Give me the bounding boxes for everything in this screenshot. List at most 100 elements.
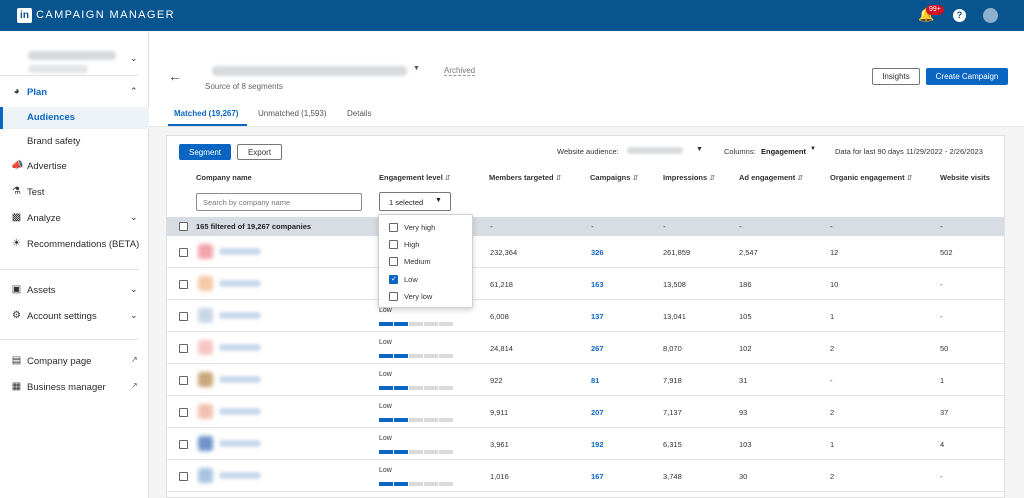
website-visits: - [940,280,943,289]
engagement-bar-segment [394,418,408,422]
engagement-bar-segment [424,354,438,358]
column-header-organic-engagement[interactable]: Organic engagement ⇵ [830,173,913,182]
table-row[interactable]: Low 922 81 7,918 31 - 1 [167,364,1004,396]
row-checkbox[interactable] [179,280,188,289]
sidebar-item-analyze[interactable]: ▩ Analyze ⌄ [0,208,149,230]
row-checkbox[interactable] [179,408,188,417]
campaigns-link[interactable]: 192 [591,440,604,449]
engagement-bar-segment [424,418,438,422]
archived-status[interactable]: Archived [444,66,476,76]
export-button[interactable]: Export [237,144,282,160]
row-checkbox[interactable] [179,472,188,481]
company-name-redacted[interactable] [219,408,261,415]
columns-select[interactable]: Engagement [761,147,807,156]
sort-icon: ⇵ [632,175,639,182]
sidebar-item-business-manager[interactable]: ▦ Business manager ↗ [0,377,149,399]
sidebar-item-assets[interactable]: ▣ Assets ⌄ [0,280,149,302]
checkbox[interactable] [389,223,398,232]
back-arrow-icon[interactable]: ← [168,68,182,84]
company-name-redacted[interactable] [219,472,261,479]
engagement-level-label: Low [379,467,392,474]
caret-down-icon[interactable]: ▼ [413,65,420,72]
divider [0,339,139,340]
sidebar-item-test[interactable]: ⚗ Test [0,182,149,204]
table-row[interactable]: Low 1,016 167 3,748 30 2 - [167,460,1004,492]
sidebar-item-audiences[interactable]: Audiences [0,107,149,129]
row-checkbox[interactable] [179,376,188,385]
sidebar-item-company-page[interactable]: ▤ Company page ↗ [0,351,149,373]
table-row[interactable]: Low 24,814 267 8,070 102 2 50 [167,332,1004,364]
column-header-impressions[interactable]: Impressions ⇵ [663,173,716,182]
segment-button[interactable]: Segment [179,144,231,160]
campaigns-link[interactable]: 167 [591,472,604,481]
company-name-redacted[interactable] [219,248,261,255]
impressions: 8,070 [663,344,682,353]
campaigns-link[interactable]: 137 [591,312,604,321]
company-logo [198,404,213,419]
tab-details[interactable]: Details [347,109,372,118]
sort-icon: ⇵ [906,175,913,182]
sidebar-item-recommendations[interactable]: ☀ Recommendations (BETA) [0,234,149,256]
campaigns-link[interactable]: 163 [591,280,604,289]
table-row[interactable]: Low 3,961 192 6,315 103 1 4 [167,428,1004,460]
campaigns-link[interactable]: 81 [591,376,600,385]
row-checkbox[interactable] [179,440,188,449]
website-audience-value-redacted[interactable] [627,147,683,154]
sidebar-item-label: Business manager [27,382,106,393]
row-checkbox[interactable] [179,248,188,257]
column-header-engagement[interactable]: Engagement level ⇵ [379,173,451,182]
company-name-redacted[interactable] [219,440,261,447]
checkbox[interactable] [389,292,398,301]
engagement-bar-segment [379,450,393,454]
caret-down-icon[interactable]: ▼ [696,146,703,153]
summary-organic: - [830,222,833,231]
create-campaign-button[interactable]: Create Campaign [926,68,1008,85]
tab-matched[interactable]: Matched (19,267) [174,109,239,118]
company-name-redacted[interactable] [219,344,261,351]
company-name-redacted[interactable] [219,280,261,287]
column-header-campaigns[interactable]: Campaigns ⇵ [590,173,639,182]
avatar[interactable] [983,8,998,23]
company-search-input[interactable] [196,193,362,211]
members-targeted: 1,016 [490,472,509,481]
sidebar-item-account-settings[interactable]: ⚙ Account settings ⌄ [0,306,149,328]
table-row[interactable]: 61,218 163 13,508 186 10 - [167,268,1004,300]
sidebar: ⌄ ◕ Plan ⌃ Audiences Brand safety 📣 Adve… [0,31,149,498]
active-tab-indicator [168,124,247,126]
organic-engagement: 2 [830,344,835,353]
sidebar-item-plan[interactable]: ◕ Plan ⌃ [0,82,149,104]
column-header-ad-engagement[interactable]: Ad engagement ⇵ [739,173,804,182]
help-icon[interactable]: ? [953,9,966,22]
checkbox[interactable] [389,240,398,249]
account-switcher[interactable]: ⌄ [8,45,138,79]
table-row[interactable]: 232,364 326 261,859 2,547 12 502 [167,236,1004,268]
tab-unmatched[interactable]: Unmatched (1,593) [258,109,327,118]
checkbox-checked[interactable] [389,275,398,284]
column-header-company: Company name [196,173,252,182]
insights-button[interactable]: Insights [872,68,920,85]
company-name-redacted[interactable] [219,312,261,319]
campaigns-link[interactable]: 267 [591,344,604,353]
column-header-members[interactable]: Members targeted ⇵ [489,173,562,182]
engagement-bar-segment [424,322,438,326]
company-logo [198,244,213,259]
caret-down-icon[interactable]: ▼ [810,146,816,152]
engagement-level-filter[interactable]: 1 selected ▼ [379,192,451,211]
megaphone-icon: 📣 [11,160,24,171]
table-row[interactable]: Low 9,911 207 7,137 93 2 37 [167,396,1004,428]
chevron-down-icon: ⌄ [130,53,138,63]
engagement-bar-segment [379,482,393,486]
checkbox[interactable] [389,257,398,266]
company-name-redacted[interactable] [219,376,261,383]
select-all-checkbox[interactable] [179,222,188,231]
table-row[interactable]: Low 6,008 137 13,041 105 1 - [167,300,1004,332]
engagement-bar-segment [409,482,423,486]
sidebar-item-brand-safety[interactable]: Brand safety [0,131,149,153]
campaigns-link[interactable]: 326 [591,248,604,257]
members-targeted: 922 [490,376,503,385]
campaigns-link[interactable]: 207 [591,408,604,417]
row-checkbox[interactable] [179,344,188,353]
engagement-bar-segment [439,450,453,454]
sidebar-item-advertise[interactable]: 📣 Advertise [0,156,149,178]
row-checkbox[interactable] [179,312,188,321]
